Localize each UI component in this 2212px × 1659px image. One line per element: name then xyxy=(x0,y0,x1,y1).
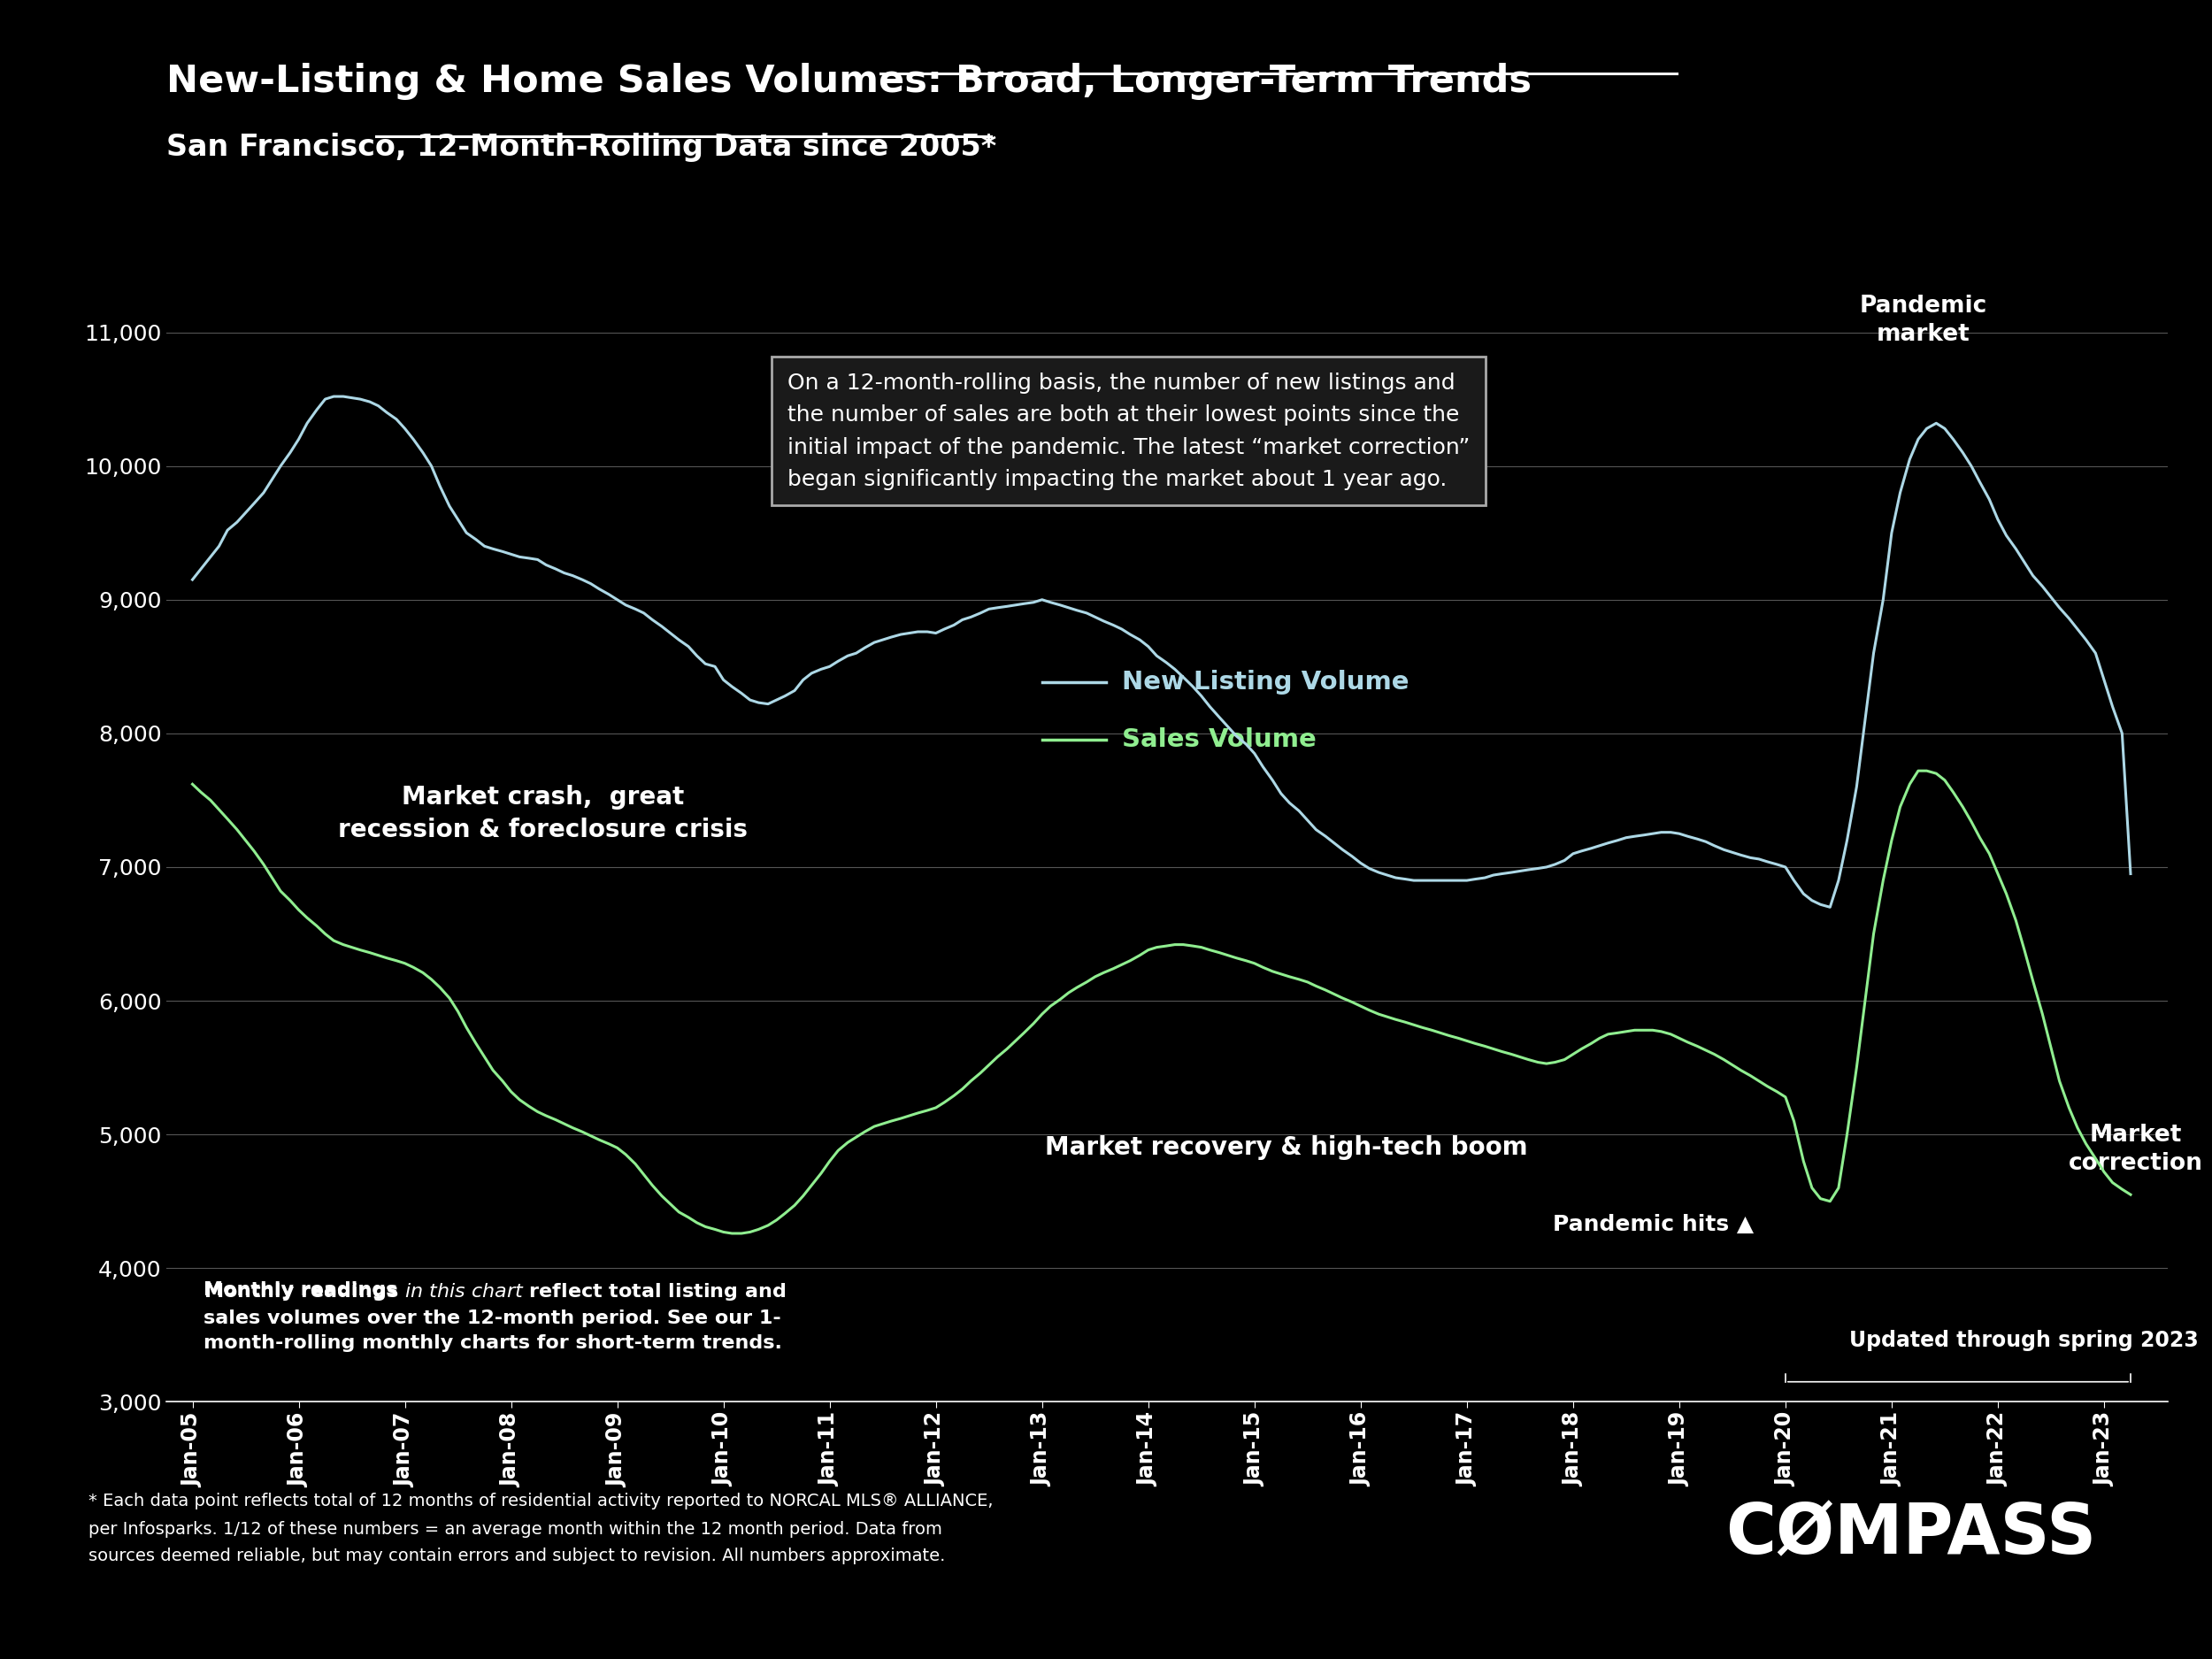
Text: Pandemic
market: Pandemic market xyxy=(1860,294,1986,345)
Text: Market recovery & high-tech boom: Market recovery & high-tech boom xyxy=(1044,1135,1528,1160)
Text: Market
correction: Market correction xyxy=(2068,1123,2203,1175)
Text: San Francisco, 12-Month-Rolling Data since 2005*: San Francisco, 12-Month-Rolling Data sin… xyxy=(166,133,995,163)
Text: Monthly readings: Monthly readings xyxy=(204,1281,405,1299)
Text: New Listing Volume: New Listing Volume xyxy=(1121,670,1409,695)
Text: Updated through spring 2023: Updated through spring 2023 xyxy=(1849,1331,2199,1350)
Text: * Each data point reflects total of 12 months of residential activity reported t: * Each data point reflects total of 12 m… xyxy=(88,1493,993,1564)
Text: Sales Volume: Sales Volume xyxy=(1121,728,1316,753)
Text: Market crash,  great
recession & foreclosure crisis: Market crash, great recession & foreclos… xyxy=(338,785,748,843)
Text: CØMPASS: CØMPASS xyxy=(1725,1500,2097,1568)
Text: New-Listing & Home Sales Volumes: Broad, Longer-Term Trends: New-Listing & Home Sales Volumes: Broad,… xyxy=(166,63,1531,100)
Text: Pandemic hits ▲: Pandemic hits ▲ xyxy=(1553,1213,1754,1234)
Text: Monthly readings $\it{in\ this\ chart}$ reflect total listing and
sales volumes : Monthly readings $\it{in\ this\ chart}$ … xyxy=(204,1281,785,1352)
Text: On a 12-month-rolling basis, the number of new listings and
the number of sales : On a 12-month-rolling basis, the number … xyxy=(787,372,1469,489)
